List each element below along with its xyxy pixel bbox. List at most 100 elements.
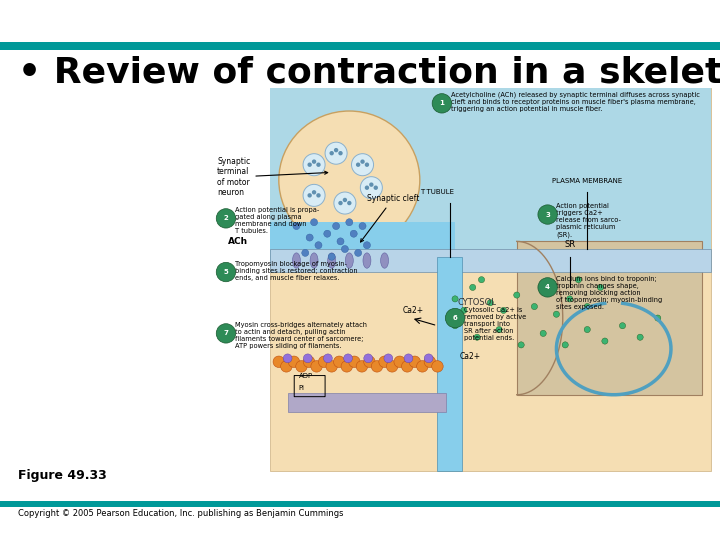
Circle shape (538, 278, 557, 297)
Circle shape (325, 142, 347, 164)
Circle shape (307, 193, 312, 198)
Circle shape (544, 288, 551, 294)
Text: 1: 1 (439, 100, 444, 106)
Circle shape (346, 219, 353, 226)
Text: 5: 5 (224, 269, 228, 275)
Circle shape (273, 356, 284, 368)
Circle shape (293, 222, 300, 230)
Ellipse shape (310, 253, 318, 268)
Circle shape (318, 356, 330, 368)
Text: ACh: ACh (228, 237, 248, 246)
Circle shape (311, 361, 323, 372)
Circle shape (365, 186, 369, 190)
Circle shape (384, 354, 392, 363)
Circle shape (302, 249, 309, 256)
Circle shape (432, 361, 444, 372)
Circle shape (360, 177, 382, 199)
Circle shape (326, 361, 338, 372)
Circle shape (312, 159, 316, 164)
Circle shape (356, 361, 368, 372)
Circle shape (409, 356, 420, 368)
Circle shape (584, 327, 590, 333)
Circle shape (602, 338, 608, 344)
Circle shape (364, 242, 371, 249)
Circle shape (500, 307, 507, 314)
Circle shape (355, 249, 361, 256)
Circle shape (474, 334, 480, 340)
Text: Cytosolic Ca2+ is
removed by active
transport into
SR after action
potential end: Cytosolic Ca2+ is removed by active tran… (464, 307, 526, 341)
Bar (517, 241, 702, 395)
Circle shape (350, 230, 357, 237)
Circle shape (356, 163, 360, 167)
Circle shape (303, 356, 315, 368)
Circle shape (619, 322, 626, 329)
Circle shape (303, 184, 325, 206)
Circle shape (538, 205, 557, 224)
Circle shape (424, 354, 433, 363)
Text: 7: 7 (223, 330, 228, 336)
Text: Action potential
triggers Ca2+
release from sarco-
plasmic reticulum
(SR).: Action potential triggers Ca2+ release f… (557, 203, 621, 238)
Text: Synaptic cleft: Synaptic cleft (361, 194, 419, 242)
Circle shape (584, 303, 590, 309)
Text: CYTOSOL: CYTOSOL (458, 298, 497, 307)
Circle shape (394, 356, 405, 368)
Circle shape (387, 361, 398, 372)
Circle shape (216, 208, 235, 228)
Circle shape (338, 201, 343, 205)
Circle shape (343, 354, 353, 363)
Circle shape (487, 300, 493, 306)
Circle shape (310, 219, 318, 226)
Circle shape (306, 234, 313, 241)
Circle shape (496, 327, 503, 333)
Text: Acetylcholine (ACh) released by synaptic terminal diffuses across synaptic
cleft: Acetylcholine (ACh) released by synaptic… (451, 92, 700, 112)
Circle shape (324, 230, 330, 237)
Bar (287, 393, 446, 412)
Circle shape (424, 356, 436, 368)
Bar (270, 88, 711, 471)
Text: • Review of contraction in a skeletal muscle fiber: • Review of contraction in a skeletal mu… (18, 55, 720, 89)
Text: ADP: ADP (299, 373, 312, 380)
Circle shape (334, 192, 356, 214)
Text: SR: SR (564, 240, 575, 249)
Circle shape (402, 361, 413, 372)
Circle shape (316, 163, 320, 167)
Circle shape (364, 356, 375, 368)
Text: Synaptic
terminal
of motor
neuron: Synaptic terminal of motor neuron (217, 157, 328, 197)
Bar (438, 256, 462, 471)
Circle shape (478, 276, 485, 283)
Circle shape (303, 154, 325, 176)
Circle shape (452, 296, 458, 302)
Circle shape (369, 183, 374, 187)
Circle shape (347, 201, 351, 205)
Circle shape (216, 262, 235, 282)
Ellipse shape (363, 253, 371, 268)
Circle shape (283, 354, 292, 363)
Circle shape (461, 307, 467, 314)
Text: Action potential is propa-
gated along plasma
membrane and down
T tubules.: Action potential is propa- gated along p… (235, 207, 319, 234)
Circle shape (333, 222, 340, 230)
Circle shape (554, 311, 559, 318)
Circle shape (567, 296, 572, 302)
Text: Copyright © 2005 Pearson Education, Inc. publishing as Benjamin Cummings: Copyright © 2005 Pearson Education, Inc.… (18, 509, 343, 518)
Circle shape (337, 238, 344, 245)
Text: Pi: Pi (299, 385, 305, 391)
Text: Ca2+: Ca2+ (459, 352, 481, 361)
Circle shape (372, 361, 383, 372)
Circle shape (216, 323, 235, 343)
Text: 6: 6 (453, 315, 457, 321)
Circle shape (531, 303, 537, 309)
Circle shape (637, 334, 643, 340)
Circle shape (316, 193, 320, 198)
Circle shape (360, 159, 365, 164)
Circle shape (404, 354, 413, 363)
Ellipse shape (279, 111, 420, 249)
Circle shape (469, 284, 476, 291)
Text: 4: 4 (545, 285, 550, 291)
Circle shape (575, 276, 582, 283)
Bar (270, 88, 711, 265)
Circle shape (364, 354, 373, 363)
Bar (270, 222, 455, 261)
Circle shape (307, 163, 312, 167)
Circle shape (334, 148, 338, 152)
Circle shape (330, 151, 334, 156)
